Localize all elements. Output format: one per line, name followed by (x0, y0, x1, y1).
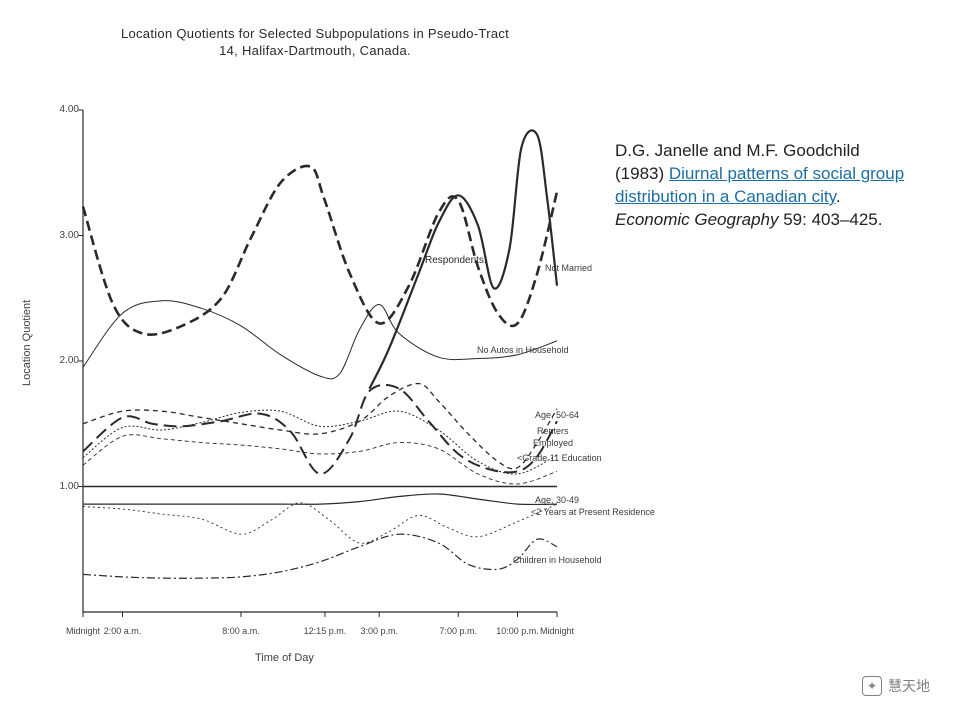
ytick-label: 2.00 (53, 355, 79, 366)
series-label-employed: Employed (533, 438, 573, 448)
citation-vol: 59: 403–425. (778, 210, 882, 229)
xtick-label: 2:00 a.m. (95, 626, 151, 636)
citation-block: D.G. Janelle and M.F. Goodchild (1983) D… (615, 140, 907, 232)
series-grade11 (83, 435, 557, 484)
series-label-not_married: Not Married (545, 263, 592, 273)
citation-after: . (836, 187, 841, 206)
series-label-age_50_64: Age, 50-64 (535, 410, 579, 420)
page-container: Location Quotients for Selected Subpopul… (0, 0, 960, 720)
watermark: ✦ 慧天地 (862, 676, 930, 696)
series-label-no_autos: No Autos in Household (477, 345, 569, 355)
xtick-label: Midnight (529, 626, 585, 636)
ytick-label: 1.00 (53, 481, 79, 492)
xtick-label: 3:00 p.m. (351, 626, 407, 636)
xtick-label: 12:15 p.m. (297, 626, 353, 636)
y-axis-label: Location Quotient (21, 300, 33, 386)
series-label-residence2yr: <2 Years at Present Residence (531, 507, 655, 517)
series-label-age_30_49: Age, 30-49 (535, 495, 579, 505)
series-children (83, 534, 557, 578)
series-label-children: Children in Household (513, 555, 602, 565)
chart-svg (35, 100, 575, 660)
ytick-label: 3.00 (53, 230, 79, 241)
chart-area: Location Quotient Time of Day 1.002.003.… (35, 100, 575, 660)
xtick-label: 7:00 p.m. (430, 626, 486, 636)
series-no_autos (83, 301, 557, 379)
x-axis-label: Time of Day (255, 652, 314, 664)
series-residence2yr (83, 503, 557, 543)
wechat-icon: ✦ (862, 676, 882, 696)
series-label-renters: Renters (537, 426, 569, 436)
series-not_married (83, 166, 557, 335)
series-employed (83, 410, 557, 474)
series-label-grade11: <Grade 11 Education (517, 453, 602, 463)
respondents-label: Respondents: (425, 255, 487, 266)
xtick-label: 8:00 a.m. (213, 626, 269, 636)
ytick-label: 4.00 (53, 104, 79, 115)
citation-journal: Economic Geography (615, 210, 778, 229)
series-age_30_49 (83, 494, 557, 505)
watermark-text: 慧天地 (888, 676, 930, 696)
chart-title: Location Quotients for Selected Subpopul… (120, 26, 510, 60)
